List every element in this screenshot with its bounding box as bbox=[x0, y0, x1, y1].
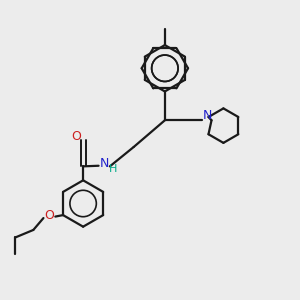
Text: N: N bbox=[100, 157, 109, 170]
Text: N: N bbox=[203, 109, 212, 122]
Text: H: H bbox=[109, 164, 118, 174]
Text: O: O bbox=[72, 130, 82, 142]
Text: O: O bbox=[44, 208, 54, 222]
